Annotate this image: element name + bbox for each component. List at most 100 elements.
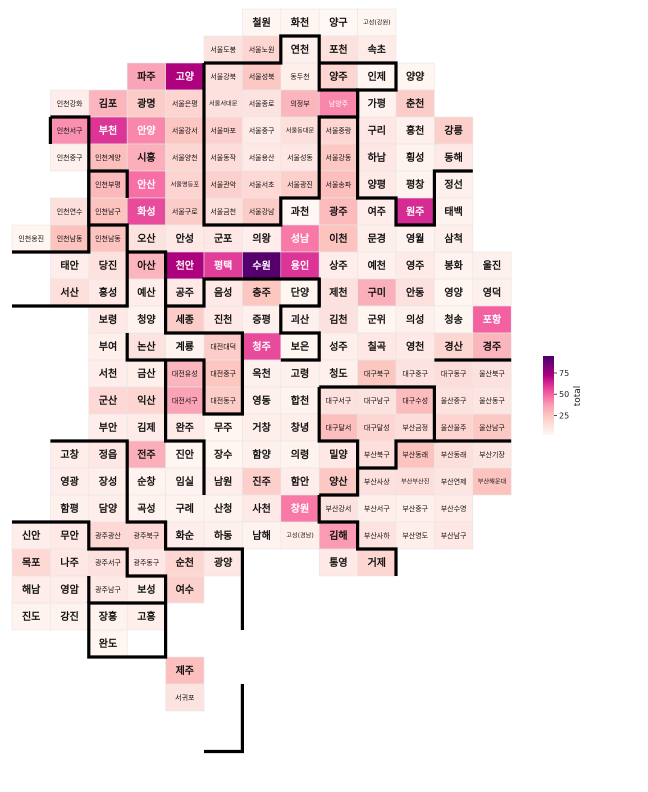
tile-label: 연천 xyxy=(291,43,309,56)
tile xyxy=(50,494,90,523)
tile-label: 함평 xyxy=(60,502,78,515)
tile-label: 서천 xyxy=(99,367,117,380)
tile-label: 함안 xyxy=(291,475,310,488)
tile-label: 광주남구 xyxy=(95,585,121,594)
tile xyxy=(165,440,205,469)
tile-label: 가평 xyxy=(368,97,386,110)
tile xyxy=(203,170,243,199)
tile-label: 임실 xyxy=(176,475,194,488)
tile-label: 평택 xyxy=(214,259,232,272)
tile-label: 부산남구 xyxy=(441,531,467,540)
tile-label: 봉화 xyxy=(444,260,463,272)
tile-label: 파주 xyxy=(137,70,155,83)
tile xyxy=(11,575,51,604)
tile xyxy=(395,62,435,91)
tile xyxy=(318,197,358,226)
tile-label: 순창 xyxy=(137,475,156,488)
tile-label: 고양 xyxy=(176,71,195,83)
tile-label: 서울중랑 xyxy=(326,126,352,135)
tile xyxy=(126,467,166,496)
tile xyxy=(357,251,397,280)
tile-label: 울산동구 xyxy=(479,396,505,405)
tile xyxy=(11,548,51,577)
province-borders xyxy=(12,34,512,754)
tile-label: 장흥 xyxy=(99,610,117,623)
tile xyxy=(395,332,435,361)
tile-label: 영암 xyxy=(60,583,79,596)
tile-label: 양양 xyxy=(406,71,425,83)
tile-label: 거제 xyxy=(368,556,386,569)
tile-label: 구리 xyxy=(368,124,386,137)
tile-label: 보령 xyxy=(99,314,117,326)
tile-label: 경산 xyxy=(444,340,463,353)
tile xyxy=(280,467,320,496)
tile-label: 단양 xyxy=(291,286,310,299)
tile-label: 대구북구 xyxy=(364,370,390,378)
tile xyxy=(88,359,128,388)
tile-label: 울산북구 xyxy=(479,369,505,378)
tile-label: 안동 xyxy=(406,286,424,299)
tile xyxy=(242,8,282,37)
tile-label: 고흥 xyxy=(137,610,155,623)
tile-label: 철원 xyxy=(252,16,270,29)
tile xyxy=(280,440,320,469)
tile-label: 완도 xyxy=(99,637,117,650)
tile-label: 부산수영 xyxy=(441,504,467,513)
tile-label: 청주 xyxy=(252,340,270,353)
tile xyxy=(357,359,397,388)
tile-label: 충주 xyxy=(252,286,270,299)
tile xyxy=(11,602,51,631)
tile xyxy=(434,116,474,145)
tile-label: 의령 xyxy=(291,448,309,461)
tile xyxy=(203,332,243,361)
tile xyxy=(357,35,397,64)
tile-label: 서울영등포 xyxy=(171,181,200,189)
tile-label: 홍성 xyxy=(99,286,117,299)
tile-label: 남양주 xyxy=(329,99,349,108)
tile-label: 제주 xyxy=(176,664,194,677)
tile-label: 인천강화 xyxy=(57,99,83,108)
tile-label: 합천 xyxy=(291,394,309,407)
tile-label: 서울용산 xyxy=(249,153,275,162)
tile-label: 괴산 xyxy=(291,313,310,326)
tile xyxy=(434,413,474,442)
tile-label: 고창 xyxy=(60,448,79,461)
tile xyxy=(280,305,320,334)
tile-label: 여수 xyxy=(176,583,194,596)
tile xyxy=(280,494,320,523)
province-border-line xyxy=(317,495,398,576)
tile xyxy=(395,278,435,307)
tile xyxy=(50,575,90,604)
tile xyxy=(165,224,205,253)
tile-label: 하남 xyxy=(368,151,387,164)
tile xyxy=(203,251,243,280)
tile-label: 태안 xyxy=(60,259,79,272)
tile-label: 부산강서 xyxy=(326,504,352,513)
tile xyxy=(88,413,128,442)
tile-label: 서울강북 xyxy=(210,72,236,81)
tile-label: 서울중구 xyxy=(249,126,275,135)
tile-label: 아산 xyxy=(137,259,156,272)
province-border-line xyxy=(204,684,244,754)
tile-label: 시흥 xyxy=(137,151,155,164)
tile xyxy=(88,386,128,415)
province-border-line xyxy=(317,385,436,470)
tile-label: 제천 xyxy=(329,286,347,299)
tile-label: 광주 xyxy=(329,206,347,218)
tile xyxy=(165,197,205,226)
tile xyxy=(318,35,358,64)
tile-label: 진주 xyxy=(252,475,270,488)
tile-label: 의왕 xyxy=(252,232,271,245)
tile xyxy=(357,386,397,415)
tile xyxy=(280,224,320,253)
tile-label: 부산연제 xyxy=(441,477,467,486)
tile-label: 서울동대문 xyxy=(286,127,315,135)
tile-label: 동두천 xyxy=(290,72,309,81)
tile-label: 대구동구 xyxy=(441,370,467,378)
tile xyxy=(357,305,397,334)
tile-label: 강진 xyxy=(60,610,78,623)
tile xyxy=(472,467,512,496)
tile xyxy=(203,62,243,91)
tile xyxy=(242,494,282,523)
tile xyxy=(50,197,90,226)
